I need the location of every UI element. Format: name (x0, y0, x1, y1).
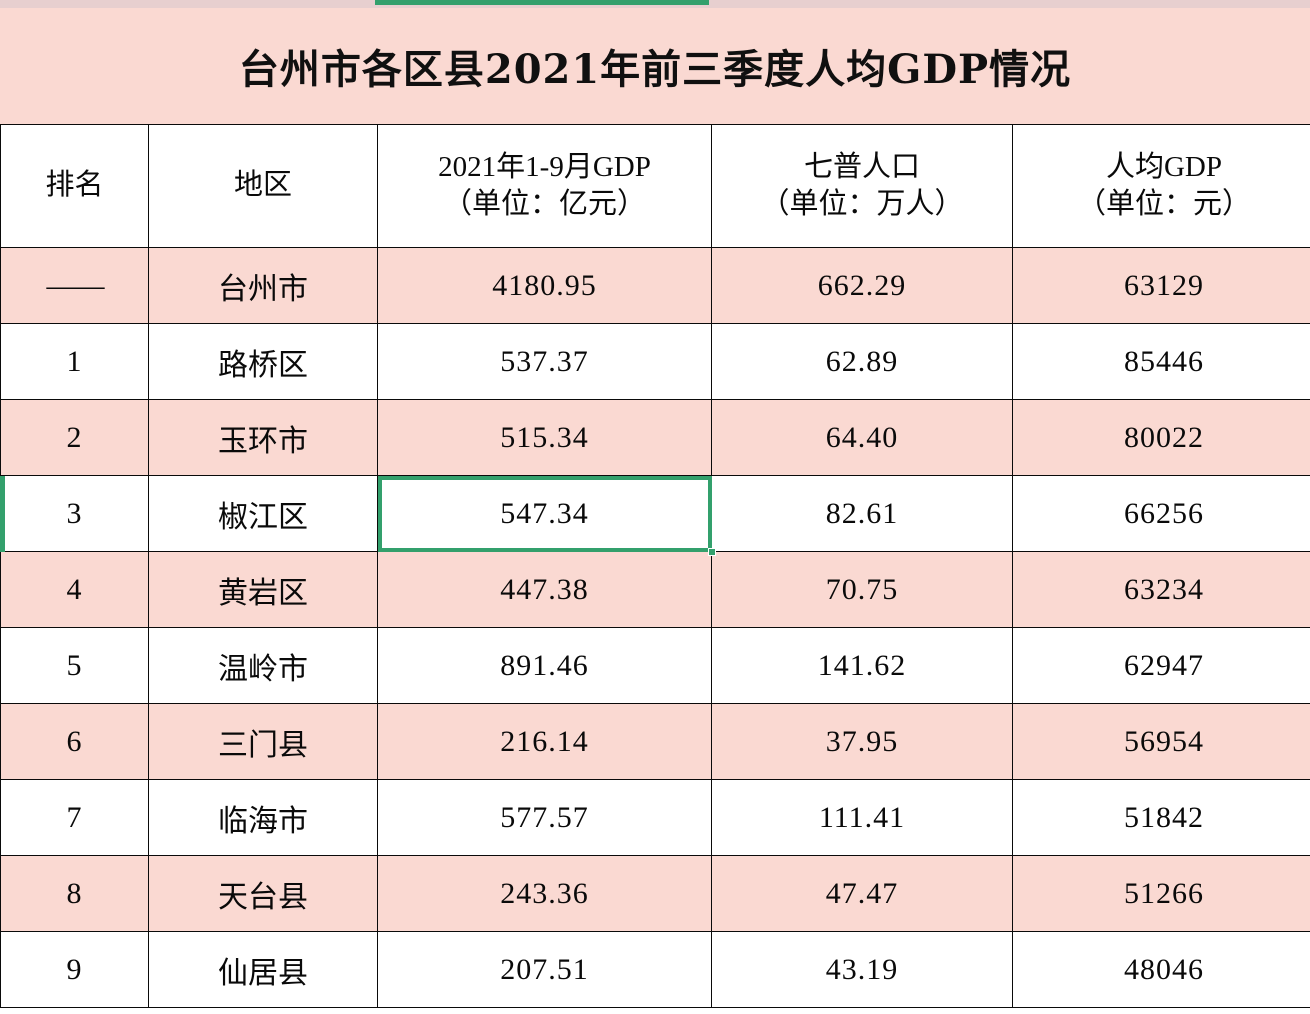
cell-rank[interactable]: 9 (0, 931, 149, 1008)
cell-rank[interactable]: 1 (0, 323, 149, 400)
cell-region[interactable]: 临海市 (148, 779, 378, 856)
cell-gdp[interactable]: 891.46 (377, 627, 712, 704)
cell-region[interactable]: 椒江区 (148, 475, 378, 552)
cell-gdp[interactable]: 577.57 (377, 779, 712, 856)
cell-rank[interactable]: 2 (0, 399, 149, 476)
cell-rank[interactable]: —— (0, 247, 149, 324)
cell-per-capita[interactable]: 51266 (1012, 855, 1310, 932)
gdp-table: 排名 地区 2021年1-9月GDP （单位：亿元） 七普人口 （单位：万人） … (0, 124, 1310, 1008)
cell-region[interactable]: 路桥区 (148, 323, 378, 400)
cell-population[interactable]: 47.47 (711, 855, 1013, 932)
table-header-row: 排名 地区 2021年1-9月GDP （单位：亿元） 七普人口 （单位：万人） … (0, 124, 1310, 248)
table-row[interactable]: 1 路桥区 537.37 62.89 85446 (0, 323, 1310, 400)
cell-gdp[interactable]: 515.34 (377, 399, 712, 476)
cell-population[interactable]: 37.95 (711, 703, 1013, 780)
cell-region[interactable]: 台州市 (148, 247, 378, 324)
column-selection-strip (0, 0, 1310, 8)
column-header-per-capita[interactable]: 人均GDP （单位：元） (1012, 124, 1310, 248)
cell-per-capita[interactable]: 56954 (1012, 703, 1310, 780)
cell-gdp[interactable]: 537.37 (377, 323, 712, 400)
cell-rank[interactable]: 3 (0, 475, 149, 552)
table-row[interactable]: 5 温岭市 891.46 141.62 62947 (0, 627, 1310, 704)
column-header-gdp-line1: 2021年1-9月GDP (438, 150, 651, 183)
table-row[interactable]: 3 椒江区 547.34 82.61 66256 (0, 475, 1310, 552)
column-header-rank-line1: 排名 (45, 169, 104, 202)
cell-rank[interactable]: 5 (0, 627, 149, 704)
fill-handle[interactable] (707, 547, 716, 556)
cell-gdp[interactable]: 547.34 (377, 475, 712, 552)
cell-gdp[interactable]: 447.38 (377, 551, 712, 628)
column-header-rank[interactable]: 排名 (0, 124, 149, 248)
column-header-population[interactable]: 七普人口 （单位：万人） (711, 124, 1013, 248)
selected-row-marker (0, 475, 5, 552)
cell-gdp[interactable]: 243.36 (377, 855, 712, 932)
column-header-population-line1: 七普人口 (803, 150, 920, 183)
column-header-region[interactable]: 地区 (148, 124, 378, 248)
cell-rank[interactable]: 6 (0, 703, 149, 780)
sheet-title-band: 台州市各区县2021年前三季度人均GDP情况 (0, 8, 1310, 124)
cell-region[interactable]: 三门县 (148, 703, 378, 780)
cell-population[interactable]: 82.61 (711, 475, 1013, 552)
cell-per-capita[interactable]: 63129 (1012, 247, 1310, 324)
table-row[interactable]: —— 台州市 4180.95 662.29 63129 (0, 247, 1310, 324)
selected-column-marker (375, 0, 709, 5)
cell-per-capita[interactable]: 85446 (1012, 323, 1310, 400)
cell-population[interactable]: 43.19 (711, 931, 1013, 1008)
cell-per-capita[interactable]: 48046 (1012, 931, 1310, 1008)
cell-gdp[interactable]: 207.51 (377, 931, 712, 1008)
cell-per-capita[interactable]: 62947 (1012, 627, 1310, 704)
cell-gdp[interactable]: 4180.95 (377, 247, 712, 324)
table-body: —— 台州市 4180.95 662.29 63129 1 路桥区 537.37 62.89 85… (0, 247, 1310, 1008)
column-header-per-capita-line1: 人均GDP (1105, 150, 1222, 183)
column-header-gdp[interactable]: 2021年1-9月GDP （单位：亿元） (377, 124, 712, 248)
table-row[interactable]: 9 仙居县 207.51 43.19 48046 (0, 931, 1310, 1008)
column-header-region-line1: 地区 (233, 169, 292, 202)
cell-region[interactable]: 天台县 (148, 855, 378, 932)
table-row[interactable]: 6 三门县 216.14 37.95 56954 (0, 703, 1310, 780)
cell-population[interactable]: 141.62 (711, 627, 1013, 704)
cell-region[interactable]: 温岭市 (148, 627, 378, 704)
cell-population[interactable]: 62.89 (711, 323, 1013, 400)
table-row[interactable]: 7 临海市 577.57 111.41 51842 (0, 779, 1310, 856)
column-header-per-capita-line2: （单位：元） (1076, 188, 1251, 220)
cell-population[interactable]: 64.40 (711, 399, 1013, 476)
cell-region[interactable]: 玉环市 (148, 399, 378, 476)
cell-region[interactable]: 黄岩区 (148, 551, 378, 628)
cell-per-capita[interactable]: 51842 (1012, 779, 1310, 856)
table-header: 排名 地区 2021年1-9月GDP （单位：亿元） 七普人口 （单位：万人） … (0, 124, 1310, 248)
table-row[interactable]: 2 玉环市 515.34 64.40 80022 (0, 399, 1310, 476)
column-header-population-line2: （单位：万人） (760, 188, 964, 220)
cell-per-capita[interactable]: 80022 (1012, 399, 1310, 476)
cell-rank[interactable]: 7 (0, 779, 149, 856)
table-row[interactable]: 4 黄岩区 447.38 70.75 63234 (0, 551, 1310, 628)
cell-rank[interactable]: 8 (0, 855, 149, 932)
column-header-gdp-line2: （单位：亿元） (442, 188, 646, 220)
cell-per-capita[interactable]: 63234 (1012, 551, 1310, 628)
cell-per-capita[interactable]: 66256 (1012, 475, 1310, 552)
cell-population[interactable]: 662.29 (711, 247, 1013, 324)
cell-rank[interactable]: 4 (0, 551, 149, 628)
cell-gdp[interactable]: 216.14 (377, 703, 712, 780)
table-row[interactable]: 8 天台县 243.36 47.47 51266 (0, 855, 1310, 932)
page-title: 台州市各区县2021年前三季度人均GDP情况 (238, 46, 1072, 93)
cell-population[interactable]: 111.41 (711, 779, 1013, 856)
cell-region[interactable]: 仙居县 (148, 931, 378, 1008)
cell-population[interactable]: 70.75 (711, 551, 1013, 628)
